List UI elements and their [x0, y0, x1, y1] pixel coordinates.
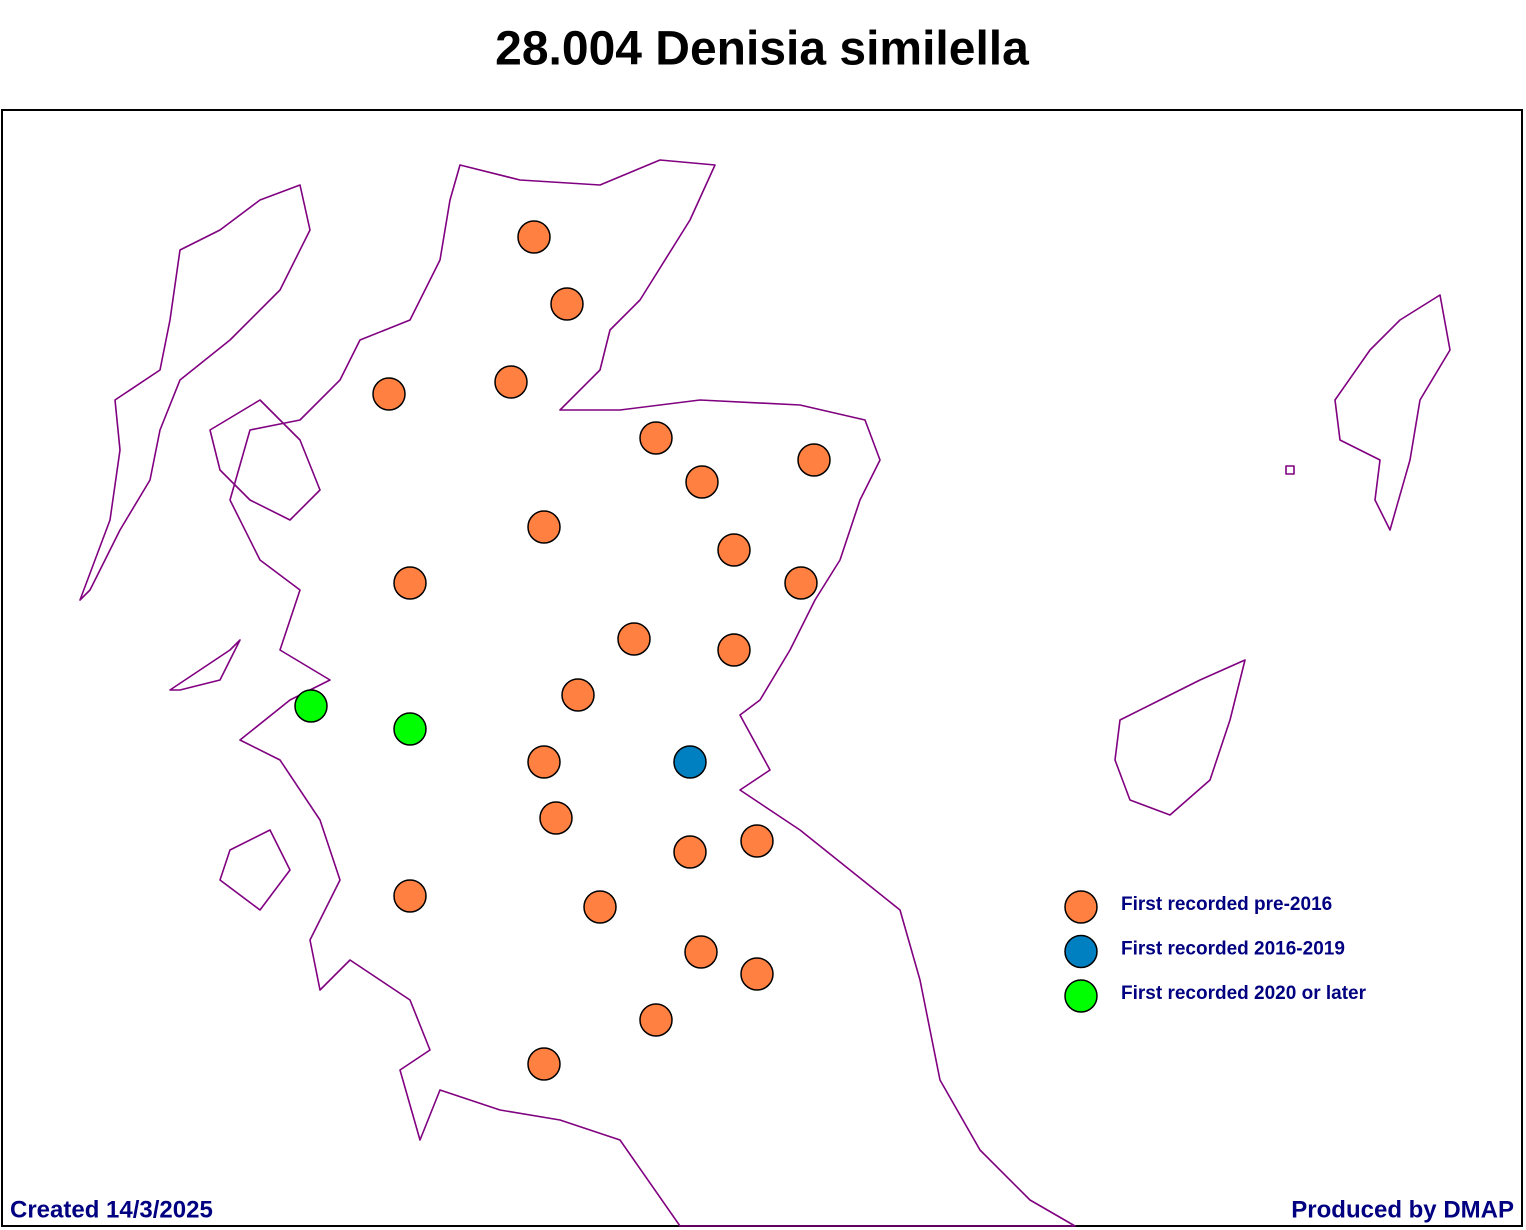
legend-label: First recorded 2020 or later: [1121, 983, 1367, 1004]
orkney: [1114, 659, 1246, 816]
legend-swatch: [1064, 890, 1098, 924]
record-dot: [740, 957, 774, 991]
coastline: [79, 159, 1451, 1227]
record-dot: [639, 1003, 673, 1037]
produced-by: Produced by DMAP: [1291, 1196, 1514, 1223]
record-dot: [717, 533, 751, 567]
record-dot: [561, 678, 595, 712]
legend-swatch: [1064, 979, 1098, 1013]
record-dot: [372, 377, 406, 411]
record-dot: [685, 465, 719, 499]
record-dot: [527, 745, 561, 779]
record-dot: [684, 935, 718, 969]
created-date: Created 14/3/2025: [10, 1196, 213, 1223]
record-dot: [393, 879, 427, 913]
legend-label: First recorded 2016-2019: [1121, 939, 1345, 960]
record-dot: [294, 689, 328, 723]
shetland: [1334, 294, 1451, 531]
mull: [169, 639, 241, 691]
skye: [209, 399, 321, 521]
record-dot: [550, 287, 584, 321]
record-dot: [784, 566, 818, 600]
record-dot: [393, 712, 427, 746]
records: [294, 220, 831, 1081]
mainland: [229, 159, 1076, 1227]
record-dot: [740, 824, 774, 858]
record-dot: [717, 633, 751, 667]
record-dot: [527, 510, 561, 544]
outer-hebrides: [79, 184, 311, 601]
record-dot: [527, 1047, 561, 1081]
record-dot: [517, 220, 551, 254]
record-dot: [494, 365, 528, 399]
fair-isle: [1285, 465, 1295, 475]
record-dot: [673, 835, 707, 869]
map-frame: [1, 109, 1523, 1227]
legend: First recorded pre-2016 First recorded 20…: [1064, 890, 1367, 1013]
record-dot: [583, 890, 617, 924]
legend-label: First recorded pre-2016: [1121, 894, 1332, 915]
record-dot: [393, 566, 427, 600]
islay: [219, 829, 291, 911]
record-dot: [639, 421, 673, 455]
legend-swatch: [1064, 934, 1098, 969]
record-dot: [673, 745, 707, 779]
title: 28.004 Denisia similella: [495, 23, 1029, 76]
record-dot: [797, 443, 831, 477]
record-dot: [617, 622, 651, 656]
record-dot: [539, 801, 573, 835]
